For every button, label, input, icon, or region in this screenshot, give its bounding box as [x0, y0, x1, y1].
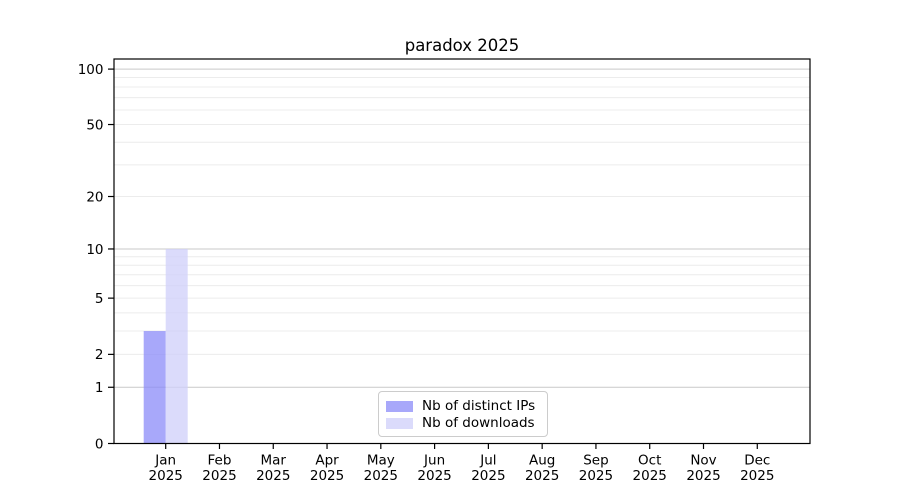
axes-frame: [113, 58, 811, 445]
x-tick-label: Dec 2025: [740, 453, 774, 485]
y-tick-label: 10: [86, 242, 103, 258]
legend-swatch-downloads: [386, 417, 413, 429]
x-tick-label: Mar 2025: [256, 453, 290, 485]
y-tick-label: 0: [95, 436, 104, 452]
x-tick-label: Jan 2025: [149, 453, 183, 485]
legend-swatch-distinct-ips: [386, 400, 413, 412]
x-tick-label: Oct 2025: [633, 453, 667, 485]
y-tick-label: 5: [95, 291, 104, 307]
legend-item-distinct-ips: Nb of distinct IPs: [386, 398, 539, 414]
x-tick-label: Nov 2025: [686, 453, 720, 485]
x-tick-label: Jun 2025: [417, 453, 451, 485]
x-tick-label: Aug 2025: [525, 453, 559, 485]
legend-item-downloads: Nb of downloads: [386, 415, 539, 431]
y-tick-label: 2: [95, 347, 104, 363]
x-tick-label: Apr 2025: [310, 453, 344, 485]
y-tick-label: 100: [78, 62, 104, 78]
chart-title: paradox 2025: [404, 36, 520, 55]
x-tick-label: May 2025: [364, 453, 398, 485]
x-tick-label: Jul 2025: [471, 453, 505, 485]
y-tick-label: 50: [86, 117, 103, 133]
bar-distinct-ips: [143, 331, 166, 444]
x-tick-label: Feb 2025: [202, 453, 236, 485]
legend-label-distinct-ips: Nb of distinct IPs: [422, 398, 536, 414]
y-tick-label: 1: [95, 380, 104, 396]
x-tick-label: Sep 2025: [579, 453, 613, 485]
legend-label-downloads: Nb of downloads: [422, 415, 535, 431]
legend: Nb of distinct IPs Nb of downloads: [378, 391, 548, 437]
bar-downloads: [165, 248, 188, 444]
y-tick-label: 20: [86, 189, 103, 205]
